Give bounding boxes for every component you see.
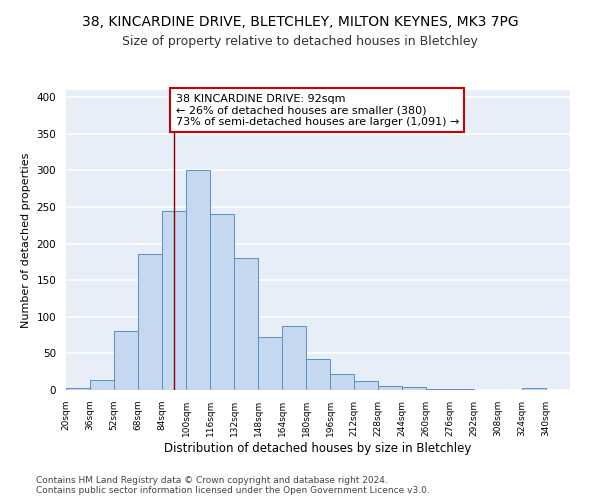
Bar (378, 386, 402, 390)
Text: Size of property relative to detached houses in Bletchley: Size of property relative to detached ho… (122, 35, 478, 48)
Text: 38, KINCARDINE DRIVE, BLETCHLEY, MILTON KEYNES, MK3 7PG: 38, KINCARDINE DRIVE, BLETCHLEY, MILTON … (82, 15, 518, 29)
Bar (282, 326, 306, 390)
X-axis label: Distribution of detached houses by size in Bletchley: Distribution of detached houses by size … (164, 442, 472, 454)
Bar (162, 212, 186, 390)
Bar (522, 388, 546, 390)
Y-axis label: Number of detached properties: Number of detached properties (21, 152, 31, 328)
Bar (90, 380, 114, 390)
Bar (258, 336, 282, 390)
Text: Contains HM Land Registry data © Crown copyright and database right 2024.
Contai: Contains HM Land Registry data © Crown c… (36, 476, 430, 495)
Bar (306, 360, 330, 390)
Bar (330, 374, 354, 390)
Bar (450, 388, 474, 390)
Bar (426, 388, 450, 390)
Bar (234, 258, 258, 390)
Bar (402, 387, 426, 390)
Bar (186, 170, 210, 390)
Text: 38 KINCARDINE DRIVE: 92sqm
← 26% of detached houses are smaller (380)
73% of sem: 38 KINCARDINE DRIVE: 92sqm ← 26% of deta… (176, 94, 459, 127)
Bar (66, 388, 90, 390)
Bar (138, 254, 162, 390)
Bar (114, 330, 138, 390)
Bar (210, 214, 234, 390)
Bar (354, 381, 378, 390)
